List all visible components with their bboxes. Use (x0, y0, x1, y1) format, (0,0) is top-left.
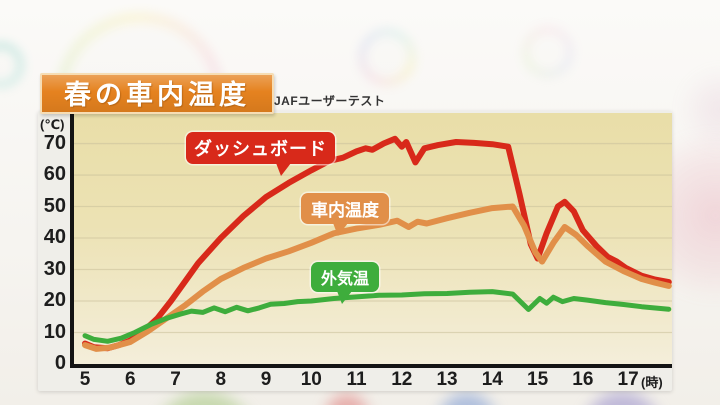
x-axis-unit: (時) (641, 375, 663, 390)
y-tick-label: 50 (43, 194, 66, 217)
series-label-dashboard: ダッシュボード (186, 132, 335, 176)
decorative-blob (326, 394, 368, 405)
temperature-chart (74, 135, 672, 352)
source-note: JAFユーザーテスト (274, 94, 386, 108)
decorative-ring (522, 26, 574, 78)
decorative-blob (152, 392, 257, 405)
x-tick-label: 7 (170, 369, 181, 390)
y-tick-label: 10 (43, 320, 66, 343)
label-pointer-icon (333, 223, 348, 236)
x-tick-label: 10 (300, 369, 322, 390)
x-tick-label: 13 (436, 369, 458, 390)
x-tick-label: 6 (124, 369, 136, 390)
series-label-text: 車内温度 (311, 201, 379, 220)
y-tick-label: 20 (43, 289, 66, 311)
label-pointer-icon (337, 291, 352, 304)
x-tick-label: 9 (260, 369, 272, 390)
decorative-blob (583, 392, 661, 405)
y-tick-label: 60 (43, 163, 66, 186)
x-tick-label: 15 (527, 369, 549, 390)
decorative-ring (358, 28, 416, 86)
x-tick-label: 17 (617, 369, 639, 390)
y-axis-unit: (℃) (40, 117, 65, 132)
y-tick-label: 70 (43, 131, 66, 154)
x-tick-label: 14 (481, 369, 503, 390)
series-line-外気温 (82, 289, 672, 344)
x-axis-line (70, 364, 672, 368)
series-label-text: 外気温 (321, 271, 370, 288)
series-label-interior: 車内温度 (301, 193, 389, 236)
y-tick-label: 40 (43, 226, 66, 249)
series-label-text: ダッシュボード (194, 139, 327, 159)
series-label-outside: 外気温 (311, 262, 380, 304)
series-line-車内温度 (82, 203, 672, 352)
chart-title-box: 春の車内温度 (40, 73, 274, 114)
plot-area (74, 113, 672, 364)
x-tick-label: 12 (391, 369, 413, 390)
x-tick-label: 5 (79, 369, 91, 390)
x-tick-label: 11 (346, 369, 367, 390)
decorative-blob (438, 393, 496, 405)
series-line-ダッシュボード (82, 135, 672, 352)
x-tick-label: 16 (572, 369, 594, 390)
x-tick-label: 8 (215, 369, 227, 390)
y-tick-label: 30 (43, 257, 66, 280)
page-title: 春の車内温度 (64, 80, 250, 110)
y-axis-line (70, 111, 74, 368)
decorative-ring (0, 42, 24, 88)
y-tick-label: 0 (54, 352, 66, 374)
label-pointer-icon (276, 163, 291, 176)
